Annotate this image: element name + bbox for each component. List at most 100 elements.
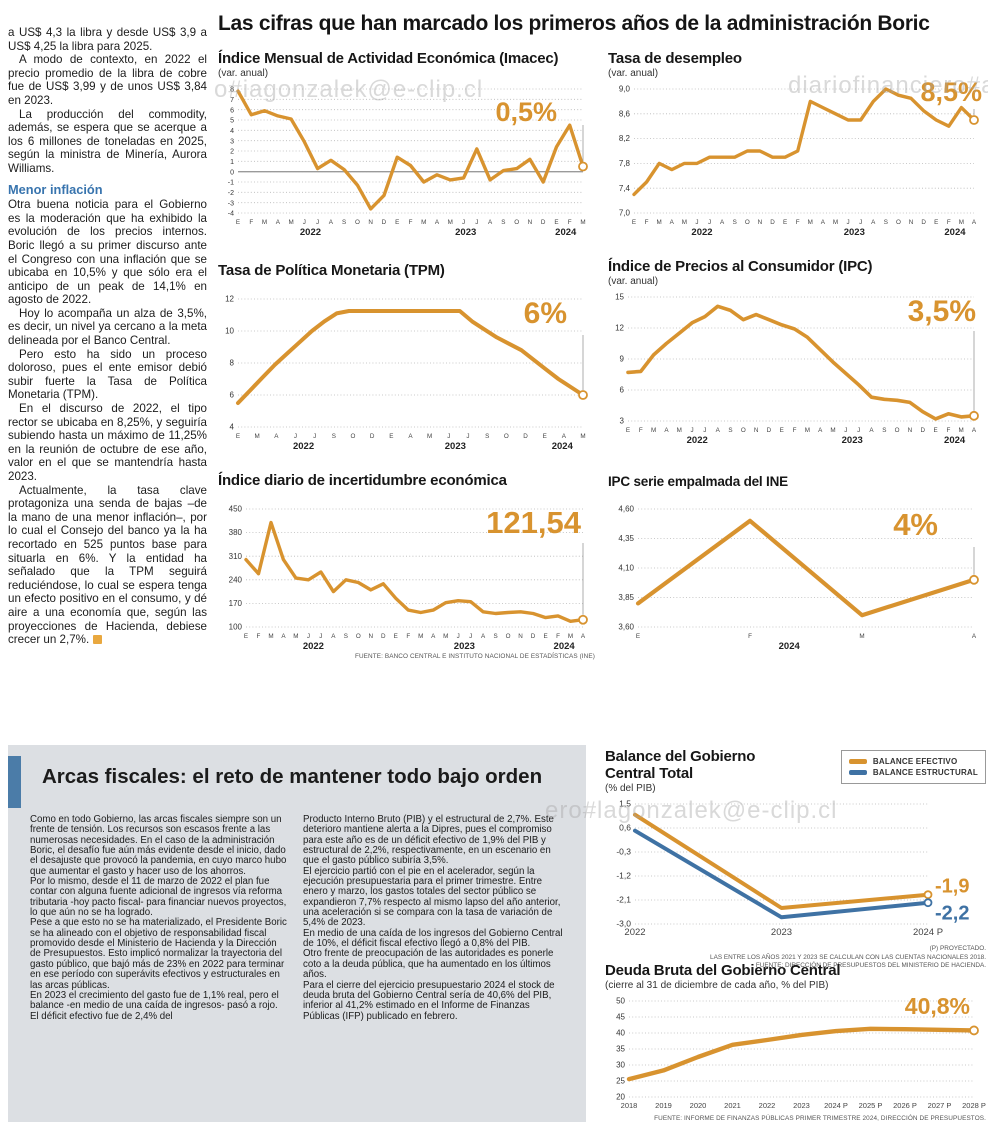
incertidumbre-highlight-value: 121,54 <box>486 505 581 540</box>
svg-text:A: A <box>329 219 334 226</box>
svg-text:-3,0: -3,0 <box>616 919 631 929</box>
svg-text:2022: 2022 <box>293 441 314 451</box>
svg-text:8,6: 8,6 <box>619 109 631 118</box>
page-title: Las cifras que han marcado los primeros … <box>218 12 930 35</box>
paragraph: Para el cierre del ejercicio presupuesta… <box>303 979 555 1022</box>
svg-text:J: J <box>457 633 460 640</box>
svg-text:M: M <box>682 219 687 226</box>
svg-text:S: S <box>344 633 348 640</box>
svg-text:N: N <box>518 633 523 640</box>
svg-text:8: 8 <box>230 359 235 368</box>
svg-text:M: M <box>443 633 448 640</box>
svg-text:F: F <box>406 633 410 640</box>
svg-text:7,4: 7,4 <box>619 184 631 193</box>
svg-text:M: M <box>427 433 432 440</box>
svg-text:7,0: 7,0 <box>619 209 631 218</box>
svg-text:A: A <box>716 427 721 434</box>
chart-ipc-empalmada-title: IPC serie empalmada del INE <box>608 474 788 489</box>
svg-text:F: F <box>639 427 643 434</box>
svg-text:J: J <box>469 633 472 640</box>
chart-ipc-title: Índice de Precios al Consumidor (IPC) <box>608 258 873 275</box>
chart-deuda-plot: 50 45 40 35 30 25 20 2018 2019 2020 2021 2022 2023 20… <box>605 991 986 1113</box>
svg-text:F: F <box>793 427 797 434</box>
chart-desempleo-subtitle: (var. anual) <box>608 68 659 79</box>
svg-text:A: A <box>581 633 586 640</box>
svg-text:2025 P: 2025 P <box>859 1101 883 1110</box>
svg-text:A: A <box>869 427 874 434</box>
source-banco-central: FUENTE: BANCO CENTRAL E INSTITUTO NACION… <box>354 653 595 660</box>
chart-ipc-empalmada-plot: 4,60 4,35 4,10 3,85 3,60 E F M A 2024 4% <box>608 499 986 651</box>
svg-text:J: J <box>703 427 706 434</box>
paragraph: Por lo mismo, desde el 11 de marzo de 20… <box>30 876 287 919</box>
svg-text:9,0: 9,0 <box>619 85 631 94</box>
svg-text:D: D <box>382 219 387 226</box>
svg-text:D: D <box>541 219 546 226</box>
svg-text:2024: 2024 <box>779 641 801 651</box>
svg-text:30: 30 <box>616 1061 625 1070</box>
chart-tpm-title: Tasa de Política Monetaria (TPM) <box>218 262 445 279</box>
subhead-menor-inflacion: Menor inflación <box>8 181 103 197</box>
chart-imacec-subtitle: (var. anual) <box>218 68 269 79</box>
svg-text:O: O <box>745 219 750 226</box>
svg-text:N: N <box>369 633 374 640</box>
svg-text:A: A <box>331 633 336 640</box>
legend-label-estructural: BALANCE ESTRUCTURAL <box>872 768 978 777</box>
svg-text:2023: 2023 <box>844 227 865 237</box>
svg-text:2023: 2023 <box>454 641 475 651</box>
svg-text:N: N <box>528 219 533 226</box>
svg-text:S: S <box>882 427 886 434</box>
svg-text:E: E <box>244 633 248 640</box>
svg-text:F: F <box>946 427 950 434</box>
svg-text:M: M <box>262 219 267 226</box>
left-column-paragraphs-top: a US$ 4,3 la libra y desde US$ 3,9 a US$… <box>8 26 207 176</box>
svg-text:E: E <box>543 633 547 640</box>
svg-text:A: A <box>972 427 977 434</box>
svg-text:-2,1: -2,1 <box>616 895 631 905</box>
panel-article-col-1: Como en todo Gobierno, las arcas fiscale… <box>30 814 288 1022</box>
source-dipres: FUENTE: INFORME DE FINANZAS PÚBLICAS PRI… <box>654 1115 986 1122</box>
svg-text:S: S <box>342 219 346 226</box>
svg-text:M: M <box>255 433 260 440</box>
svg-text:E: E <box>780 427 784 434</box>
svg-text:M: M <box>421 219 426 226</box>
svg-text:A: A <box>818 427 823 434</box>
chart-imacec: Índice Mensual de Actividad Económica (I… <box>218 50 595 237</box>
deuda-highlight-value: 40,8% <box>904 993 970 1019</box>
svg-text:170: 170 <box>229 599 243 608</box>
svg-text:-1,2: -1,2 <box>616 871 631 881</box>
svg-text:10: 10 <box>225 327 234 336</box>
svg-text:2024 P: 2024 P <box>824 1101 848 1110</box>
svg-text:F: F <box>796 219 800 226</box>
svg-text:S: S <box>733 219 737 226</box>
svg-text:20: 20 <box>616 1093 625 1102</box>
svg-text:J: J <box>708 219 711 226</box>
svg-text:45: 45 <box>616 1013 625 1022</box>
chart-ipc-subtitle: (var. anual) <box>608 276 659 287</box>
svg-text:2023: 2023 <box>793 1101 810 1110</box>
svg-text:M: M <box>568 633 573 640</box>
svg-text:O: O <box>895 427 900 434</box>
chart-incertidumbre: Índice diario de incertidumbre económica… <box>218 472 595 660</box>
legend-label-efectivo: BALANCE EFECTIVO <box>872 757 958 766</box>
svg-text:50: 50 <box>616 997 625 1006</box>
svg-text:2023: 2023 <box>771 927 792 938</box>
svg-text:2021: 2021 <box>724 1101 741 1110</box>
svg-text:450: 450 <box>229 505 243 514</box>
ipc-highlight-value: 3,5% <box>907 295 976 328</box>
paragraph: Otro frente de preocupación de las autor… <box>303 948 554 981</box>
left-article-column: a US$ 4,3 la libra y desde US$ 3,9 a US$… <box>8 26 207 718</box>
svg-text:E: E <box>394 633 398 640</box>
svg-text:240: 240 <box>229 575 243 584</box>
svg-text:O: O <box>355 219 360 226</box>
desempleo-highlight-value: 8,5% <box>920 77 982 107</box>
chart-tpm-plot: 12 10 8 6 4 E M A J J S O D E A M J J S O D E A M 2022 2023 2024 6… <box>218 289 595 451</box>
svg-text:E: E <box>934 219 938 226</box>
svg-text:2022: 2022 <box>303 641 324 651</box>
paragraph: En el discurso de 2022, el tipo rector s… <box>8 402 207 483</box>
balance-legend: BALANCE EFECTIVO BALANCE ESTRUCTURAL <box>840 750 986 784</box>
svg-text:A: A <box>488 219 493 226</box>
chart-imacec-plot: 8 7 6 5 4 3 2 1 0 -1 -2 -3 -4 E F M A M J J A S O N D E F M A M J J A S O N… <box>218 79 595 237</box>
svg-text:2023: 2023 <box>455 227 476 237</box>
